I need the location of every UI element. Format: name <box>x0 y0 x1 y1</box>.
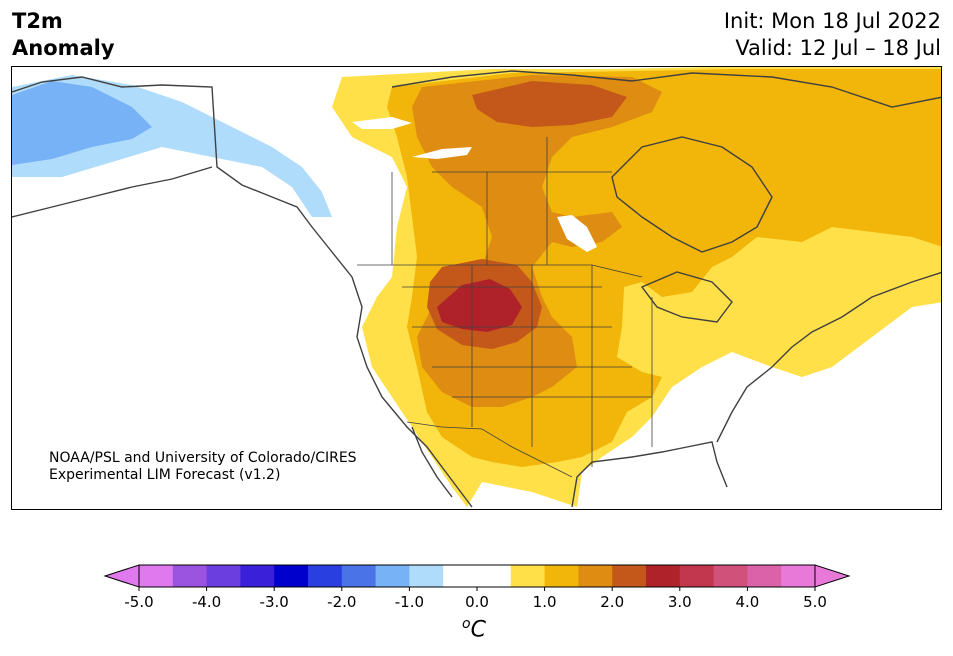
atlantic-coast <box>716 271 941 443</box>
title-line-2: Anomaly <box>12 36 115 60</box>
anomaly-contour-3 <box>437 279 522 332</box>
colorbar-cell <box>679 565 715 587</box>
colorbar-tick-label: -3.0 <box>260 593 289 611</box>
colorbar-cell <box>646 565 681 587</box>
colorbar-cell <box>375 565 410 587</box>
colorbar-cell <box>308 565 343 587</box>
credit-text: NOAA/PSL and University of Colorado/CIRE… <box>49 450 357 484</box>
colorbar-ticks: -5.0 -4.0 -3.0 -2.0 -1.0 0.0 1.0 2.0 3.0 4.0 5.0 <box>124 587 827 611</box>
colorbar: -5.0 -4.0 -3.0 -2.0 -1.0 0.0 1.0 2.0 3.0 4.0 5.0 <box>103 564 851 611</box>
colorbar-cell <box>544 565 579 587</box>
colorbar-cell <box>341 565 377 587</box>
forecast-dates: Init: Mon 18 Jul 2022 Valid: 12 Jul – 18… <box>724 8 941 62</box>
colorbar-cell <box>172 565 208 587</box>
colorbar-cell <box>274 565 309 587</box>
colorbar-tick-label: -4.0 <box>192 593 221 611</box>
colorbar-cell <box>409 565 444 587</box>
canada-provinces <box>391 137 612 265</box>
anomaly-contour-minus-2 <box>12 81 152 165</box>
great-bear-lake <box>352 117 412 129</box>
colorbar-tick-label: 0.0 <box>465 593 489 611</box>
us-mexico-border <box>406 421 573 478</box>
colorbar-cell <box>612 565 647 587</box>
pacific-coast <box>351 276 473 508</box>
colorbar-tick-label: 4.0 <box>735 593 759 611</box>
valid-range: Valid: 12 Jul – 18 Jul <box>735 36 941 60</box>
colorbar-unit: oC <box>462 616 486 643</box>
us-states <box>402 265 653 467</box>
colorbar-cell <box>240 565 275 587</box>
great-lakes <box>640 271 733 323</box>
alaska-coast <box>12 76 353 278</box>
colorbar-tick-label: 2.0 <box>600 593 624 611</box>
baja <box>411 426 453 498</box>
colorbar-cell <box>477 565 512 587</box>
colorbar-cell <box>139 565 174 587</box>
colorbar-arrow-high <box>814 564 851 588</box>
credit-line-2: Experimental LIM Forecast (v1.2) <box>49 467 281 483</box>
colorbar-cell <box>206 565 241 587</box>
political-borders <box>357 137 653 478</box>
us-canada-border <box>357 264 643 278</box>
hudson-bay <box>611 136 773 253</box>
colorbar-cell <box>781 565 816 587</box>
colorbar-tick-label: 1.0 <box>533 593 557 611</box>
anomaly-map <box>11 66 942 510</box>
colorbar-tick-label: -2.0 <box>327 593 356 611</box>
title-line-1: T2m <box>12 9 63 33</box>
colorbar-tick-label: 5.0 <box>803 593 827 611</box>
map-svg <box>12 67 941 508</box>
alaska-south-coast <box>12 166 213 218</box>
colorbar-cell <box>713 565 748 587</box>
colorbar-cell <box>578 565 613 587</box>
init-date: Init: Mon 18 Jul 2022 <box>723 9 941 33</box>
colorbar-cell <box>747 565 782 587</box>
colorbar-arrow-low <box>103 564 140 588</box>
gulf-coast <box>571 441 728 508</box>
colorbar-tick-label: -5.0 <box>124 593 153 611</box>
arctic-islands <box>391 70 941 108</box>
great-slave-lake <box>412 147 472 159</box>
colorbar-cell <box>510 565 546 587</box>
colorbar-tick-label: 3.0 <box>668 593 692 611</box>
lake-winnipeg <box>557 215 597 252</box>
anomaly-contour-2-5-north <box>472 81 627 127</box>
colorbar-tick-label: -1.0 <box>395 593 424 611</box>
credit-line-1: NOAA/PSL and University of Colorado/CIRE… <box>49 450 357 466</box>
colorbar-cells <box>139 565 816 587</box>
map-title: T2m Anomaly <box>12 8 115 62</box>
colorbar-cell <box>443 565 478 587</box>
coastlines <box>12 70 941 508</box>
